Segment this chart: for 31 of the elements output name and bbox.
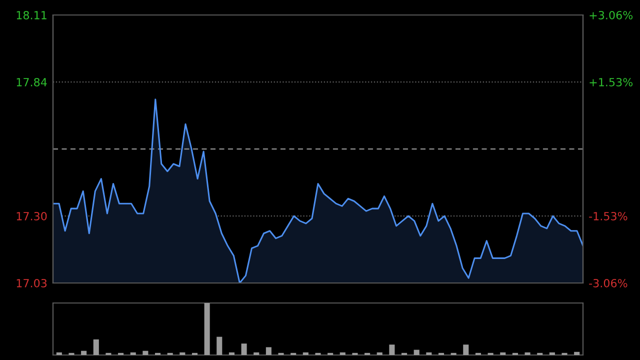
bar	[81, 350, 87, 355]
bar	[216, 336, 222, 355]
bar	[574, 352, 580, 355]
bar	[426, 352, 432, 355]
y-tick-label: 18.11	[16, 10, 46, 20]
y-tick-label: 17.03	[16, 278, 47, 288]
y2-tick-label: -3.06%	[589, 278, 628, 288]
bar	[241, 344, 247, 355]
y2-tick-label: -1.53%	[589, 212, 628, 220]
bar	[414, 350, 420, 355]
bar	[180, 352, 186, 355]
bar	[56, 352, 62, 355]
bar	[254, 352, 260, 355]
y-tick-label: 17.84	[16, 78, 47, 86]
bar	[389, 344, 395, 355]
y2-tick-label: +3.06%	[590, 10, 633, 20]
y-tick-label: 17.30	[16, 212, 47, 220]
bar	[302, 352, 308, 355]
bar	[228, 352, 234, 355]
bar	[500, 352, 506, 355]
y2-tick-label: +1.53%	[590, 78, 633, 86]
bar	[266, 347, 272, 355]
bar	[142, 350, 148, 355]
bar	[130, 352, 136, 355]
bar	[204, 303, 210, 355]
bar	[549, 352, 555, 355]
bar	[93, 339, 99, 355]
bar	[463, 344, 469, 355]
bar	[376, 352, 382, 355]
bar	[340, 352, 346, 355]
bar	[524, 352, 530, 355]
